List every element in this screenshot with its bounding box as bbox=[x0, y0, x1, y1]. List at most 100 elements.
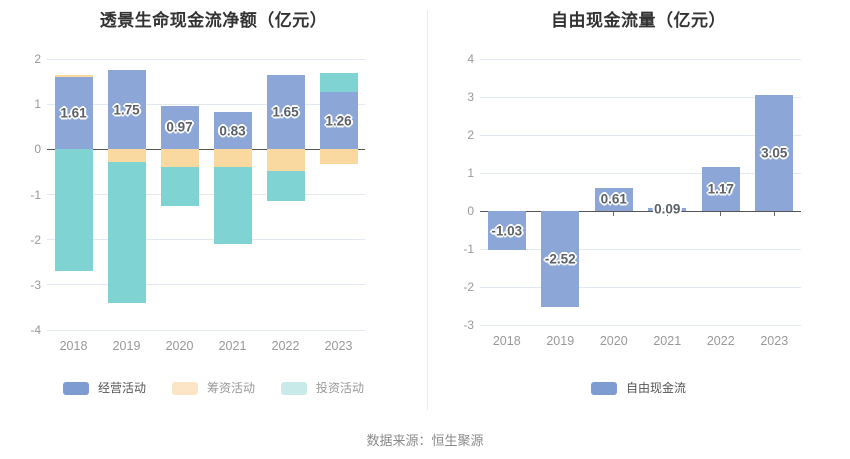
bar-自由现金流-2019 bbox=[541, 211, 580, 307]
y-axis-label: -1 bbox=[463, 242, 474, 256]
y-axis-label: -1 bbox=[30, 187, 41, 202]
bar-经营活动-2018 bbox=[54, 76, 93, 150]
gridline-y1 bbox=[47, 103, 365, 105]
legend-label-investing: 投资活动 bbox=[316, 381, 365, 395]
bar-value-label: 0.61 bbox=[600, 191, 627, 207]
axis-tick-2022 bbox=[720, 211, 722, 216]
y-axis-label: -2 bbox=[463, 280, 474, 294]
y-axis-label: -3 bbox=[30, 277, 41, 292]
cashflow-plot-area: 2 1 0 -1 -2 -3 -4 2018 2019 2020 2021 2022 2023 1.61 1… bbox=[30, 52, 365, 353]
axis-tick-2023 bbox=[773, 211, 775, 216]
gridline-y-4 bbox=[47, 329, 365, 331]
bar-value-label: 1.61 bbox=[60, 105, 87, 121]
bar-经营活动-2021 bbox=[213, 111, 252, 150]
legend-swatch-investing bbox=[281, 381, 307, 395]
gridline-y-3 bbox=[480, 324, 801, 326]
bar-自由现金流-2018 bbox=[487, 211, 526, 251]
legend-label-fcf: 自由现金流 bbox=[625, 381, 686, 395]
x-axis-label-2023: 2023 bbox=[324, 339, 353, 353]
gridline-y-2 bbox=[480, 286, 801, 288]
gridline-y-1 bbox=[47, 194, 365, 195]
bar-经营活动-2020 bbox=[160, 105, 199, 150]
gridline-y4 bbox=[480, 58, 801, 60]
cashflow-chart-title: 透景生命现金流净额（亿元） bbox=[99, 11, 328, 30]
bar-value-label: 1.26 bbox=[325, 113, 352, 129]
bar-value-label: 1.65 bbox=[272, 104, 299, 120]
y-axis-label: 2 bbox=[467, 128, 474, 142]
y-axis-label: -4 bbox=[30, 323, 41, 337]
legend-label-operating: 经营活动 bbox=[97, 381, 146, 395]
fcf-chart-title: 自由现金流量（亿元） bbox=[551, 11, 726, 30]
legend-item-investing: 投资活动 bbox=[281, 381, 364, 395]
bar-经营活动-2023 bbox=[319, 92, 358, 150]
axis-tick-2021 bbox=[666, 211, 668, 216]
x-axis-label-2022: 2022 bbox=[271, 339, 300, 353]
axis-tick-2020 bbox=[613, 211, 615, 216]
fcf-plot-area: 4 3 2 1 0 -1 -2 -3 2018 2019 2020 2021 2022 2023 -1.03… bbox=[463, 52, 801, 348]
bar-value-label: 1.75 bbox=[113, 102, 140, 118]
bar-投资活动-2020 bbox=[160, 167, 199, 206]
legend-item-fcf: 自由现金流 bbox=[590, 381, 686, 395]
bar-经营活动-2022 bbox=[266, 74, 305, 150]
cashflow-chart-panel: 透景生命现金流净额（亿元） 2 1 0 -1 -2 -3 -4 2018 2019 2020 202… bbox=[0, 0, 427, 418]
y-axis-label: 2 bbox=[34, 52, 41, 66]
zero-axis-line bbox=[47, 148, 365, 150]
bar-筹资活动-2021 bbox=[213, 149, 252, 168]
bar-value-label: -1.03 bbox=[491, 223, 523, 239]
gridline-y2 bbox=[47, 58, 365, 60]
bar-value-label: 3.05 bbox=[761, 145, 788, 161]
gridline-y2 bbox=[480, 134, 801, 136]
bar-value-label: 0.09 bbox=[654, 201, 681, 217]
y-axis-label: 0 bbox=[467, 204, 474, 218]
bar-投资活动-2022 bbox=[266, 170, 305, 202]
y-axis-label: 0 bbox=[34, 142, 41, 157]
bar-value-label: 1.17 bbox=[707, 181, 734, 197]
bar-value-label: 0.83 bbox=[219, 123, 246, 139]
x-axis-label-2022: 2022 bbox=[706, 334, 735, 348]
panel-divider bbox=[427, 10, 428, 410]
bar-自由现金流-2021 bbox=[648, 207, 687, 211]
bar-投资活动-2023 bbox=[319, 72, 358, 93]
bar-筹资活动-2020 bbox=[160, 149, 199, 168]
legend-swatch-fcf bbox=[590, 381, 617, 395]
legend-item-financing: 筹资活动 bbox=[171, 381, 255, 395]
bar-自由现金流-2023 bbox=[755, 95, 794, 211]
bar-投资活动-2021 bbox=[213, 167, 252, 245]
legend-item-operating: 经营活动 bbox=[62, 381, 146, 395]
y-axis-label: 1 bbox=[467, 166, 474, 180]
data-source: 数据来源：恒生聚源 bbox=[366, 433, 484, 448]
bar-经营活动-2019 bbox=[107, 70, 146, 150]
bar-投资活动-2019 bbox=[107, 161, 146, 303]
gridline-y-3 bbox=[47, 284, 365, 286]
bar-value-label: 0.97 bbox=[166, 119, 193, 135]
y-axis-label: 3 bbox=[467, 90, 474, 104]
bar-投资活动-2018 bbox=[54, 149, 93, 272]
gridline-y-2 bbox=[47, 239, 365, 241]
y-axis-label: 1 bbox=[34, 97, 41, 112]
x-axis-label-2020: 2020 bbox=[165, 339, 194, 353]
gridline-y3 bbox=[480, 96, 801, 98]
y-axis-label: 4 bbox=[467, 52, 474, 66]
bar-自由现金流-2020 bbox=[594, 187, 633, 211]
bar-筹资活动-2023 bbox=[319, 149, 358, 165]
zero-axis-line bbox=[480, 210, 801, 212]
fcf-legend: 自由现金流 bbox=[427, 381, 850, 395]
x-axis-label-2023: 2023 bbox=[760, 334, 789, 348]
bar-value-label: -2.52 bbox=[544, 251, 576, 267]
x-axis-label-2018: 2018 bbox=[492, 334, 521, 348]
x-axis-label-2018: 2018 bbox=[59, 339, 88, 353]
legend-label-financing: 筹资活动 bbox=[206, 381, 255, 395]
y-axis-label: -2 bbox=[30, 232, 41, 247]
gridline-y-1 bbox=[480, 248, 801, 250]
bar-筹资活动-2022 bbox=[266, 149, 305, 171]
legend-swatch-financing bbox=[171, 381, 198, 395]
gridline-y1 bbox=[480, 172, 801, 174]
x-axis-label-2021: 2021 bbox=[218, 339, 247, 353]
bar-自由现金流-2022 bbox=[701, 166, 740, 211]
x-axis-label-2020: 2020 bbox=[599, 334, 628, 348]
bar-筹资活动-2019 bbox=[107, 149, 146, 162]
fcf-chart-panel: 自由现金流量（亿元） 4 3 2 1 0 -1 -2 -3 2018 2019 2020 2021 20… bbox=[427, 0, 850, 418]
y-axis-label: -3 bbox=[463, 318, 474, 332]
cashflow-legend: 经营活动 筹资活动 投资活动 bbox=[0, 381, 427, 395]
